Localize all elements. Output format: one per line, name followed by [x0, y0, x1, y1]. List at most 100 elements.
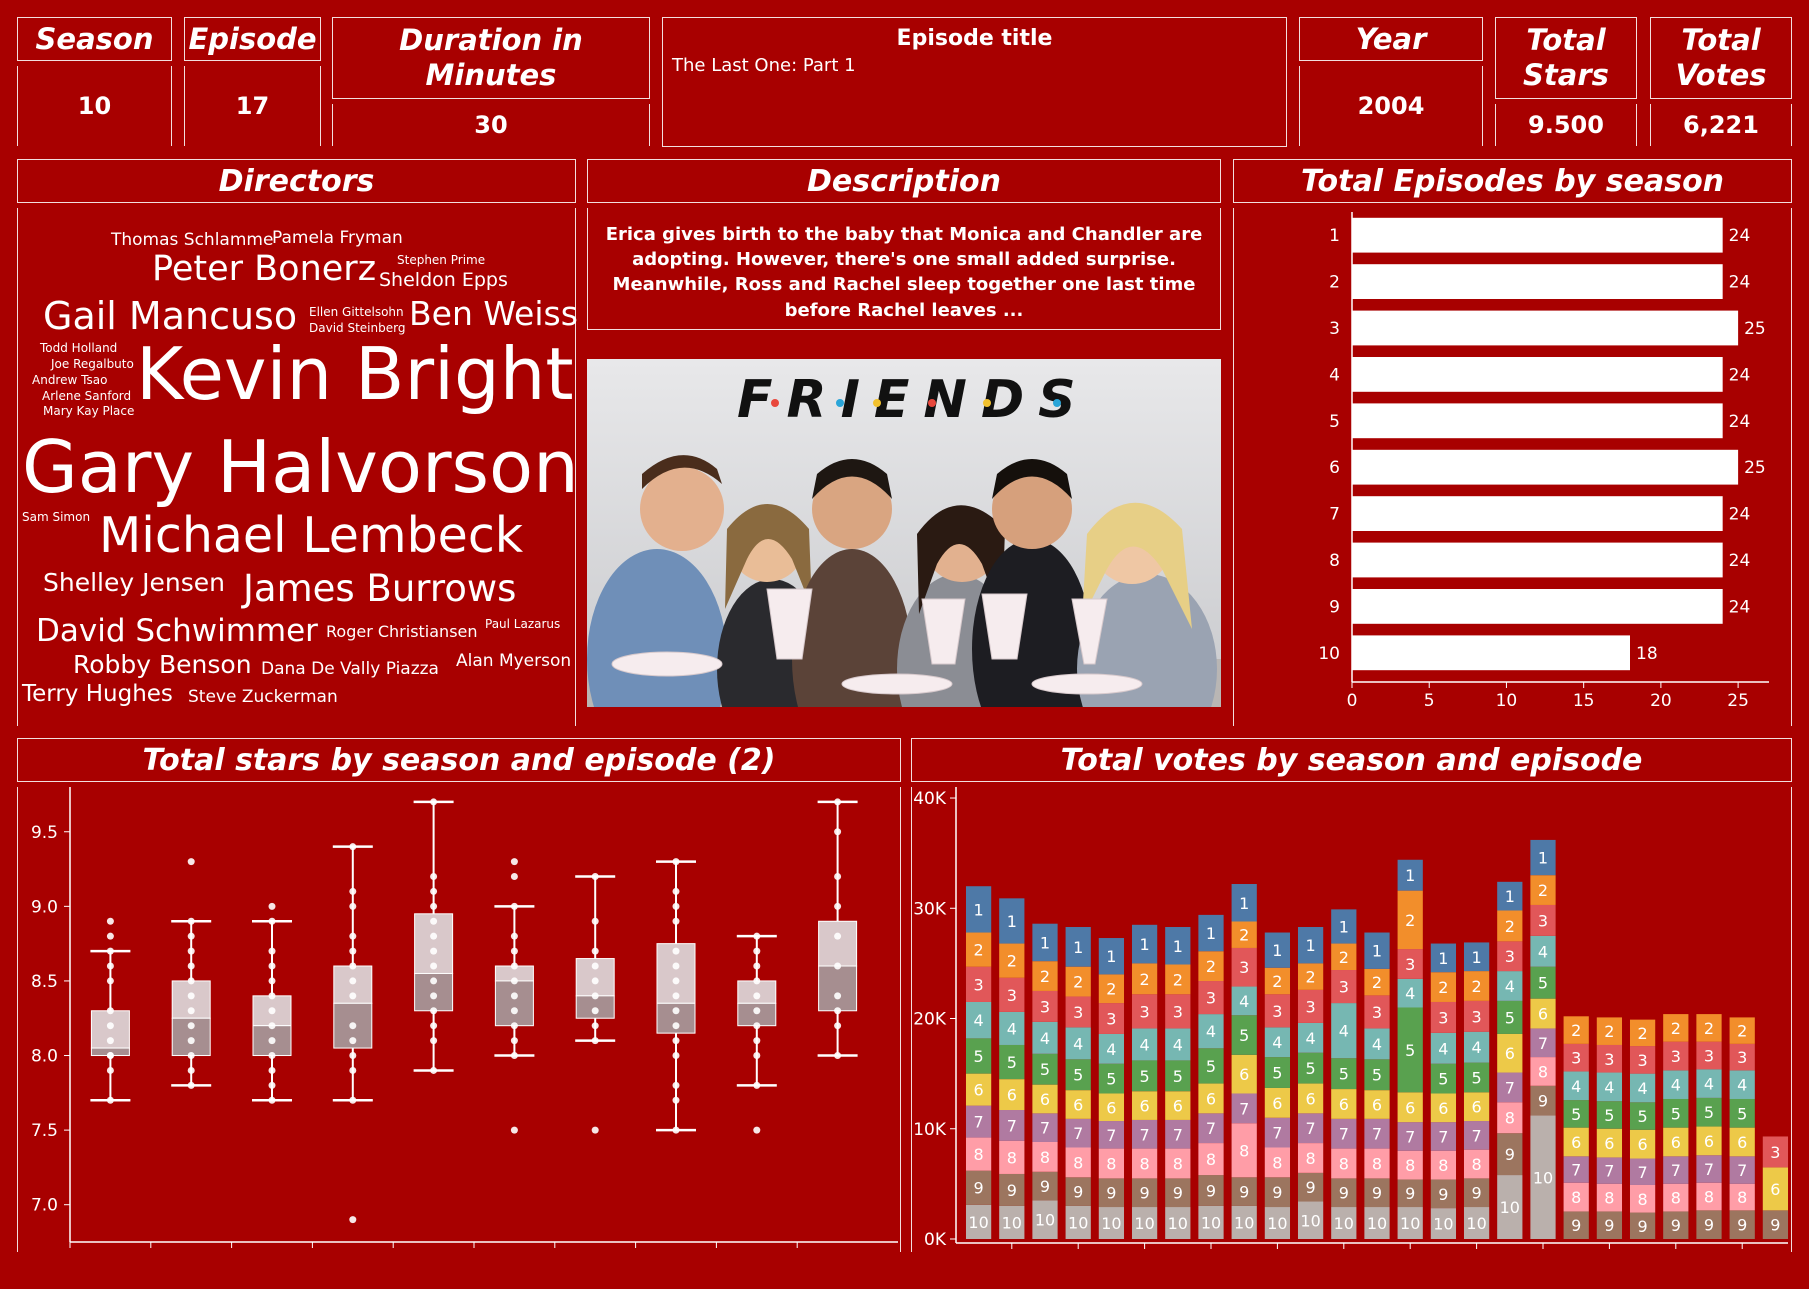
votes-segment — [999, 1110, 1025, 1141]
stars-chart-panel: 7.0 7.5 8.0 8.5 9.0 9.5 1 2 3 4 5 6 7 8 9 10 — [17, 787, 901, 1270]
segment-label: 1 — [1405, 866, 1415, 885]
stars-chart-header: Total stars by season and episode (2) — [17, 738, 901, 782]
rating-point — [187, 1066, 195, 1074]
segment-label: 3 — [1007, 986, 1017, 1005]
votes-chart-panel: 10 9 8 7 6 5 4 3 2 1 10 9 8 7 6 5 4 3 2 1 10 9 8 7 6 5 4 3 2 1 10 9 8 7 6 5… — [911, 787, 1792, 1270]
director-name: Joe Regalbuto — [51, 357, 134, 371]
votes-segment — [1065, 996, 1091, 1028]
director-name: Alan Myerson — [456, 651, 572, 671]
director-name: Gary Halvorson — [22, 425, 579, 509]
segment-label: 2 — [1272, 972, 1282, 991]
votes-segment — [1729, 1127, 1755, 1157]
rating-point — [753, 932, 761, 940]
episodes-by-season-chart: 1 24 2 24 3 25 4 24 5 24 6 25 7 24 8 24 9 24 10 18 0 5 10 15 20 2… — [1318, 212, 1769, 711]
votes-segment — [1463, 1121, 1490, 1150]
segment-label: 10 — [1433, 1215, 1453, 1234]
votes-segment — [1663, 1211, 1689, 1239]
director-name: Paul Lazarus — [485, 617, 561, 631]
segment-label: 2 — [1737, 1022, 1747, 1041]
rating-point — [834, 873, 842, 881]
director-name: Michael Lembeck — [99, 507, 524, 564]
rating-point — [753, 1052, 761, 1060]
segment-label: 5 — [1106, 1070, 1116, 1089]
segment-label: 2 — [1638, 1024, 1648, 1043]
y-tick-label: 9.0 — [31, 897, 58, 917]
votes-segment — [1264, 1147, 1291, 1178]
votes-segment — [999, 1205, 1025, 1239]
stars-box-plot: 7.0 7.5 8.0 8.5 9.0 9.5 1 2 3 4 5 6 7 8 9 10 — [31, 787, 898, 1270]
votes-segment — [1596, 1183, 1623, 1212]
votes-segment — [1364, 1118, 1390, 1149]
votes-segment — [1629, 1102, 1656, 1130]
votes-segment — [1430, 1150, 1457, 1180]
rating-point — [672, 1037, 680, 1045]
votes-segment — [1497, 881, 1523, 911]
votes-segment — [1430, 1063, 1457, 1094]
segment-label: 7 — [1671, 1161, 1681, 1180]
votes-segment — [1297, 1201, 1324, 1239]
votes-segment — [1297, 1143, 1324, 1173]
segment-label: 7 — [1206, 1119, 1216, 1138]
segment-label: 10 — [1234, 1213, 1254, 1232]
votes-segment — [1331, 1089, 1357, 1119]
rating-point — [591, 1037, 599, 1045]
segment-label: 6 — [1671, 1133, 1681, 1152]
director-name: Peter Bonerz — [152, 249, 377, 289]
segment-label: 7 — [1737, 1161, 1747, 1180]
votes-segment — [1231, 1093, 1257, 1124]
votes-segment — [1530, 966, 1556, 999]
x-tick-label: 16 — [1466, 1250, 1488, 1252]
description-header: Description — [587, 159, 1221, 203]
y-tick-label: 40K — [913, 789, 947, 809]
segment-label: 4 — [1272, 1033, 1282, 1052]
segment-label: 1 — [1106, 947, 1116, 966]
rating-point — [106, 917, 114, 925]
votes-segment — [1131, 1091, 1158, 1120]
rating-point — [834, 992, 842, 1000]
segment-label: 5 — [1007, 1053, 1017, 1072]
votes-segment — [1231, 921, 1257, 948]
votes-segment — [1065, 1059, 1091, 1091]
rating-point — [106, 1096, 114, 1104]
segment-label: 5 — [1272, 1064, 1282, 1083]
segment-label: 2 — [1206, 957, 1216, 976]
segment-label: 10 — [1533, 1168, 1553, 1187]
votes-segment — [1331, 1178, 1357, 1208]
segment-label: 5 — [1372, 1066, 1382, 1085]
votes-segment — [1696, 1155, 1722, 1183]
x-tick-label: 3 — [267, 1250, 278, 1252]
segment-label: 3 — [1140, 1002, 1150, 1021]
votes-segment — [1331, 1148, 1357, 1179]
episodes-bar — [1352, 403, 1723, 439]
rating-point — [268, 962, 276, 970]
segment-label: 10 — [1035, 1211, 1055, 1230]
rating-point — [349, 843, 357, 851]
rating-point — [268, 1066, 276, 1074]
rating-point — [430, 917, 438, 925]
director-name: Pamela Fryman — [272, 228, 403, 248]
segment-label: 5 — [1339, 1065, 1349, 1084]
episodes-chart-panel: 1 24 2 24 3 25 4 24 5 24 6 25 7 24 8 24 9 24 10 18 0 5 10 15 20 2… — [1233, 208, 1792, 726]
season-label: Season — [17, 17, 172, 61]
segment-label: 4 — [1007, 1019, 1017, 1038]
votes-segment — [1297, 1113, 1324, 1144]
rating-point — [106, 962, 114, 970]
segment-label: 3 — [1770, 1143, 1780, 1162]
votes-segment — [1563, 1016, 1589, 1044]
rating-point — [106, 1007, 114, 1015]
votes-segment — [1264, 1057, 1291, 1088]
year-label: Year — [1299, 17, 1483, 61]
rating-point — [834, 1052, 842, 1060]
segment-label: 4 — [1472, 1038, 1482, 1057]
rating-point — [672, 1052, 680, 1060]
rating-point — [510, 932, 518, 940]
director-name: Kevin Bright — [136, 332, 574, 416]
rating-point — [349, 962, 357, 970]
milkshakes — [611, 588, 1143, 695]
votes-segment — [965, 1073, 992, 1106]
segment-label: 4 — [974, 1011, 984, 1030]
y-tick-label: 8.5 — [31, 972, 58, 992]
votes-segment — [1198, 951, 1224, 982]
votes-segment — [1198, 1048, 1224, 1084]
segment-label: 7 — [1538, 1034, 1548, 1053]
